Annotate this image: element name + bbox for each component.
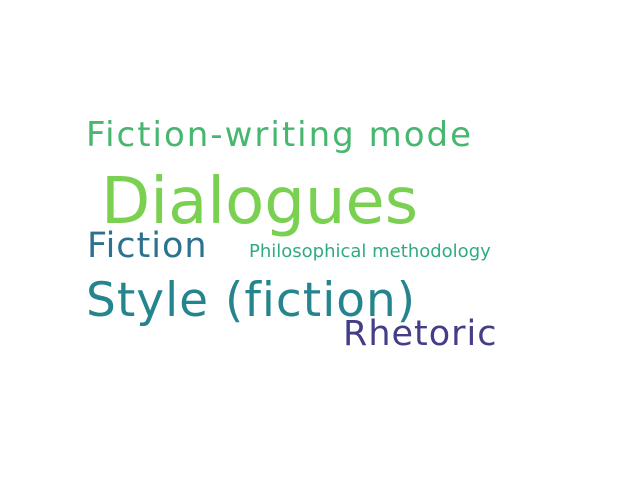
word-fiction-writing-mode: Fiction-writing mode [86,115,473,155]
word-philosophical-methodology: Philosophical methodology [249,241,491,262]
word-dialogues: Dialogues [101,165,419,239]
word-rhetoric: Rhetoric [343,314,498,354]
word-style-fiction: Style (fiction) [86,273,417,328]
word-fiction: Fiction [87,226,208,266]
